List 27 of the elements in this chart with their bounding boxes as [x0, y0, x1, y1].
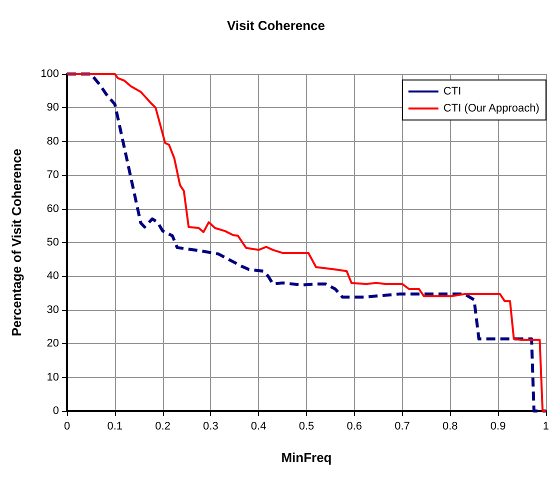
x-tick-label: 1	[542, 420, 550, 432]
x-tick-label: 0	[64, 420, 70, 432]
y-tick-label: 0	[52, 405, 59, 417]
y-tick-label: 10	[46, 371, 59, 384]
x-tick-label: 0.5	[298, 420, 314, 432]
legend-label: CTI (Our Approach)	[443, 102, 540, 114]
x-tick-label: 0.8	[442, 420, 458, 432]
x-tick-label: 0.7	[394, 420, 410, 432]
x-tick-label: 0.1	[107, 420, 123, 432]
y-axis-title: Percentage of Visit Coherence	[9, 148, 24, 336]
chart-title: Visit Coherence	[226, 18, 326, 33]
x-tick-label: 0.2	[155, 420, 170, 432]
x-tick-label: 0.6	[346, 420, 362, 432]
y-tick-label: 60	[46, 202, 59, 215]
y-tick-label: 70	[46, 169, 59, 182]
x-axis-title: MinFreq	[281, 450, 332, 465]
y-tick-label: 80	[46, 135, 59, 148]
y-tick-label: 100	[40, 68, 59, 80]
y-tick-label: 40	[46, 270, 59, 282]
y-tick-label: 20	[46, 338, 59, 350]
y-tick-label: 50	[46, 236, 59, 248]
x-tick-label: 0.4	[250, 420, 266, 432]
x-tick-label: 0.9	[490, 420, 506, 432]
x-tick-label: 0.3	[203, 420, 218, 432]
y-tick-label: 90	[46, 102, 59, 114]
legend-label: CTI	[443, 86, 462, 98]
y-tick-label: 30	[46, 304, 59, 316]
